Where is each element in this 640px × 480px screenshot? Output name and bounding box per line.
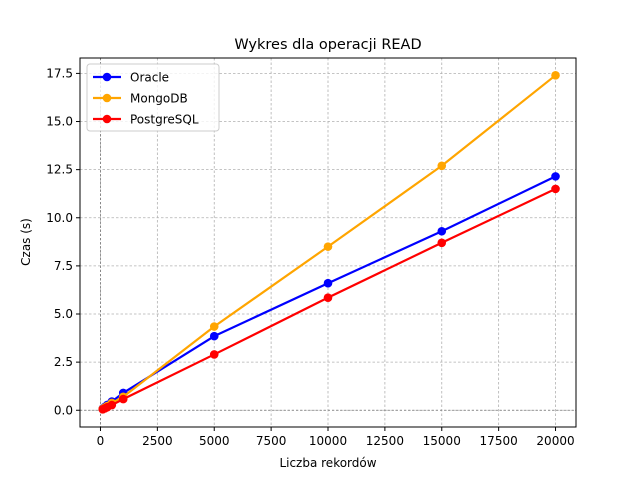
- y-tick-label: 10.0: [46, 211, 73, 225]
- x-tick-label: 15000: [423, 434, 461, 448]
- y-tick-label: 17.5: [46, 66, 73, 80]
- data-point: [209, 322, 219, 331]
- data-point: [118, 394, 128, 404]
- x-tick-label: 7500: [256, 434, 287, 448]
- x-tick-label: 5000: [199, 434, 230, 448]
- x-axis-ticks: 0 2500 5000 7500 10000 12500 15000 17500 20000: [97, 427, 575, 448]
- legend-entry: PostgreSQL: [93, 113, 199, 127]
- y-axis-label: Czas (s): [19, 218, 33, 266]
- data-point: [323, 293, 333, 302]
- legend-marker: [102, 72, 112, 82]
- y-tick-label: 0.0: [54, 403, 73, 417]
- data-point: [437, 238, 447, 248]
- legend-label: Oracle: [130, 71, 169, 85]
- legend-entry: Oracle: [93, 71, 169, 85]
- y-tick-label: 12.5: [46, 163, 73, 177]
- series-layer: [98, 71, 560, 414]
- y-tick-label: 5.0: [54, 307, 73, 321]
- y-tick-label: 15.0: [46, 115, 73, 129]
- legend-marker: [102, 93, 112, 103]
- x-axis-label: Liczba rekordów: [279, 456, 376, 470]
- x-tick-label: 20000: [536, 434, 574, 448]
- data-point: [551, 172, 560, 181]
- data-point: [551, 184, 560, 194]
- x-tick-label: 12500: [366, 434, 404, 448]
- y-tick-label: 2.5: [54, 355, 73, 369]
- legend-marker: [102, 114, 112, 124]
- data-point: [437, 226, 447, 236]
- legend-entry: MongoDB: [93, 92, 188, 106]
- data-point: [437, 161, 447, 171]
- x-tick-label: 2500: [142, 434, 173, 448]
- x-tick-label: 17500: [480, 434, 518, 448]
- y-tick-label: 7.5: [54, 259, 73, 273]
- x-tick-label: 10000: [309, 434, 347, 448]
- legend-label: PostgreSQL: [130, 113, 199, 127]
- legend: Oracle MongoDB PostgreSQL: [86, 63, 220, 132]
- data-point: [551, 71, 560, 80]
- legend-box: [86, 63, 220, 132]
- y-axis-ticks: 0.0 2.5 5.0 7.5 10.0 12.5 15.0 17.5: [46, 66, 80, 417]
- data-point: [107, 400, 117, 410]
- data-point: [323, 242, 333, 251]
- x-tick-label: 0: [97, 434, 105, 448]
- data-point: [209, 350, 219, 359]
- series-postgresql: [98, 184, 560, 414]
- legend-label: MongoDB: [130, 92, 188, 106]
- data-point: [323, 278, 333, 288]
- chart-title: Wykres dla operacji READ: [234, 37, 421, 53]
- data-point: [209, 331, 219, 341]
